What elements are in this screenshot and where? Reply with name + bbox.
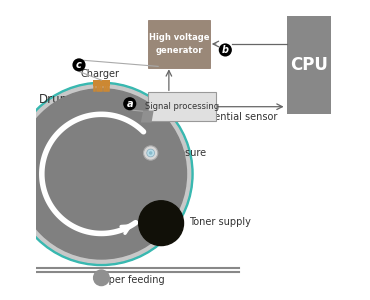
Text: High voltage
generator: High voltage generator <box>149 33 209 55</box>
FancyBboxPatch shape <box>93 80 110 86</box>
Text: c: c <box>76 60 82 70</box>
Circle shape <box>147 149 155 157</box>
Circle shape <box>94 270 109 286</box>
FancyBboxPatch shape <box>148 92 216 121</box>
Text: Signal processing: Signal processing <box>145 102 219 111</box>
Text: Paper feeding: Paper feeding <box>97 275 165 285</box>
Circle shape <box>10 82 193 266</box>
Text: Surface potential sensor: Surface potential sensor <box>158 112 277 122</box>
Text: Drum: Drum <box>39 93 72 106</box>
FancyBboxPatch shape <box>148 20 210 68</box>
Circle shape <box>149 151 152 155</box>
Text: CPU: CPU <box>290 56 328 74</box>
Text: Exposure: Exposure <box>161 148 206 158</box>
Circle shape <box>144 146 158 160</box>
Circle shape <box>123 97 136 110</box>
Circle shape <box>139 201 184 246</box>
Circle shape <box>16 89 186 259</box>
Text: Charger: Charger <box>80 69 120 79</box>
Circle shape <box>219 44 232 56</box>
FancyBboxPatch shape <box>286 16 331 114</box>
Text: b: b <box>222 45 229 55</box>
Polygon shape <box>141 111 154 122</box>
Circle shape <box>12 85 191 263</box>
Text: a: a <box>127 99 133 109</box>
Text: Toner supply: Toner supply <box>189 217 250 227</box>
Circle shape <box>73 58 85 71</box>
